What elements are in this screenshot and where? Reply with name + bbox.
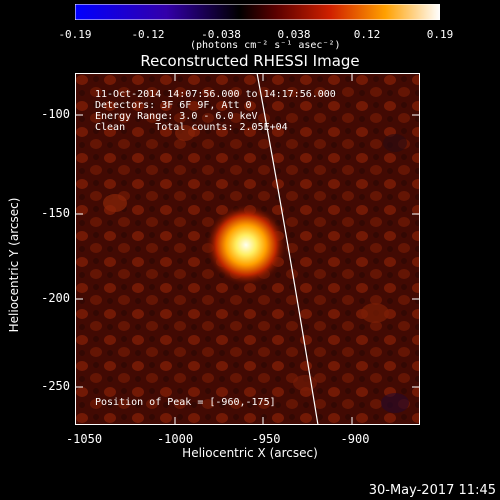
colorbar-tick-label: -0.19 bbox=[58, 28, 92, 41]
y-tick-label: -100 bbox=[41, 107, 70, 121]
solar-image-panel bbox=[75, 73, 420, 425]
x-tick-label: -1000 bbox=[156, 432, 194, 446]
colorbar bbox=[75, 4, 440, 20]
info-time-range: 11-Oct-2014 14:07:56.000 to 14:17:56.000 bbox=[95, 89, 336, 100]
info-detectors: Detectors: 3F 6F 9F, Att 0 bbox=[95, 100, 252, 111]
colorbar-tick-label: -0.038 bbox=[201, 28, 241, 41]
colorbar-tick-label: 0.19 bbox=[426, 28, 454, 41]
solar-limb-line bbox=[256, 73, 319, 425]
colorbar-tick-label: 0.038 bbox=[277, 28, 311, 41]
x-tick-label: -1050 bbox=[65, 432, 103, 446]
y-tick-label: -250 bbox=[41, 379, 70, 393]
y-tick-label: -150 bbox=[41, 206, 70, 220]
x-axis-label: Heliocentric X (arcsec) bbox=[182, 446, 318, 460]
x-tick-label: -950 bbox=[251, 432, 281, 446]
y-tick-label: -200 bbox=[41, 291, 70, 305]
x-tick-label: -900 bbox=[340, 432, 370, 446]
info-clean-counts: Clean Total counts: 2.05E+04 bbox=[95, 122, 288, 133]
y-axis-label: Heliocentric Y (arcsec) bbox=[7, 197, 21, 333]
generation-timestamp: 30-May-2017 11:45 bbox=[368, 483, 496, 498]
info-energy-range: Energy Range: 3.0 - 6.0 keV bbox=[95, 111, 258, 122]
image-title: Reconstructed RHESSI Image bbox=[140, 52, 360, 70]
flare-source bbox=[206, 205, 286, 285]
colorbar-unit-label: (photons cm⁻² s⁻¹ asec⁻²) bbox=[190, 40, 341, 51]
colorbar-tick-label: 0.12 bbox=[353, 28, 381, 41]
colorbar-tick-label: -0.12 bbox=[131, 28, 165, 41]
info-peak-position: Position of Peak = [-960,-175] bbox=[95, 397, 276, 408]
